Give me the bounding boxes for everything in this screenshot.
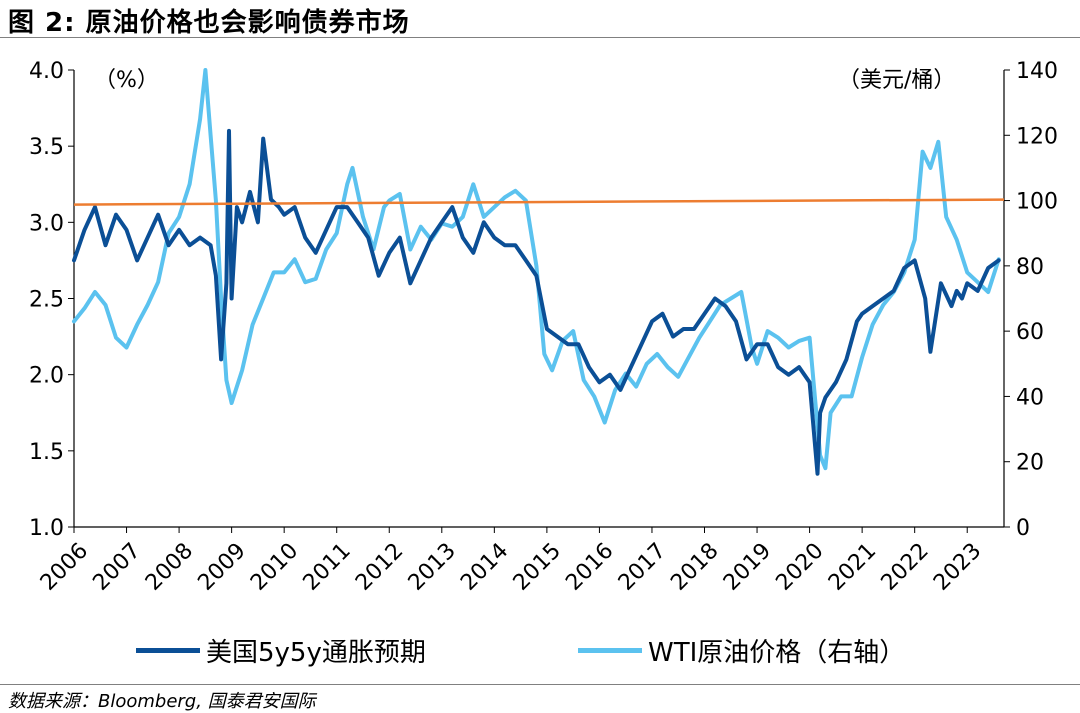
x-tick-label: 2008 <box>141 538 198 595</box>
left-tick-label: 1.5 <box>29 440 64 465</box>
left-tick-label: 3.5 <box>29 135 64 160</box>
line-chart: 1.0 1.5 2.0 2.5 3.0 3.5 4.0 0 20 40 60 80 100 120 140 2… <box>29 59 1058 596</box>
right-tick-label: 120 <box>1016 124 1058 149</box>
legend-label-inflation: 美国5y5y通胀预期 <box>206 638 426 668</box>
left-tick-label: 1.0 <box>29 516 64 541</box>
left-tick-label: 4.0 <box>29 59 64 84</box>
x-tick-label: 2018 <box>666 538 723 595</box>
chart-legend: 美国5y5y通胀预期 WTI原油价格（右轴） <box>0 632 1080 676</box>
legend-item-inflation: 美国5y5y通胀预期 <box>136 632 426 669</box>
figure-title: 图 2: 原油价格也会影响债券市场 <box>8 8 410 38</box>
x-tick-label: 2017 <box>614 538 671 595</box>
left-tick-label: 3.0 <box>29 211 64 236</box>
right-tick-label: 20 <box>1016 451 1044 476</box>
legend-label-wti: WTI原油价格（右轴） <box>648 638 906 668</box>
series-line-inflation <box>72 128 1001 476</box>
left-axis-unit: （%） <box>94 68 159 93</box>
right-axis-unit: （美元/桶） <box>838 68 955 93</box>
x-tick-label: 2016 <box>561 538 618 595</box>
x-tick-label: 2010 <box>246 538 303 595</box>
left-tick-label: 2.0 <box>29 364 64 389</box>
right-tick-label: 140 <box>1016 59 1058 84</box>
right-tick-label: 60 <box>1016 320 1044 345</box>
x-tick-label: 2007 <box>88 538 145 595</box>
x-tick-label: 2006 <box>36 538 93 595</box>
reference-line <box>73 198 1005 206</box>
x-tick-label: 2015 <box>509 538 566 595</box>
x-tick-label: 2011 <box>299 538 356 595</box>
x-tick-label: 2021 <box>824 538 881 595</box>
source-divider <box>0 684 1080 685</box>
x-tick-label: 2014 <box>456 538 513 595</box>
series-line-wti <box>72 68 1001 471</box>
legend-swatch-inflation <box>136 648 200 653</box>
left-tick-label: 2.5 <box>29 288 64 313</box>
x-tick-label: 2009 <box>193 538 250 595</box>
x-tick-label: 2019 <box>719 538 776 595</box>
x-tick-label: 2013 <box>404 538 461 595</box>
source-note: 数据来源：Bloomberg, 国泰君安国际 <box>8 691 316 712</box>
right-tick-label: 40 <box>1016 385 1044 410</box>
chart-series <box>72 68 1005 476</box>
legend-item-wti: WTI原油价格（右轴） <box>578 632 905 669</box>
legend-swatch-wti <box>578 648 642 653</box>
x-tick-label: 2020 <box>771 538 828 595</box>
x-tick-label: 2022 <box>877 538 934 595</box>
right-tick-label: 100 <box>1016 190 1058 215</box>
x-tick-label: 2012 <box>351 538 408 595</box>
right-tick-label: 0 <box>1016 516 1030 541</box>
x-tick-label: 2023 <box>929 538 986 595</box>
title-divider <box>0 37 1080 38</box>
right-tick-label: 80 <box>1016 255 1044 280</box>
